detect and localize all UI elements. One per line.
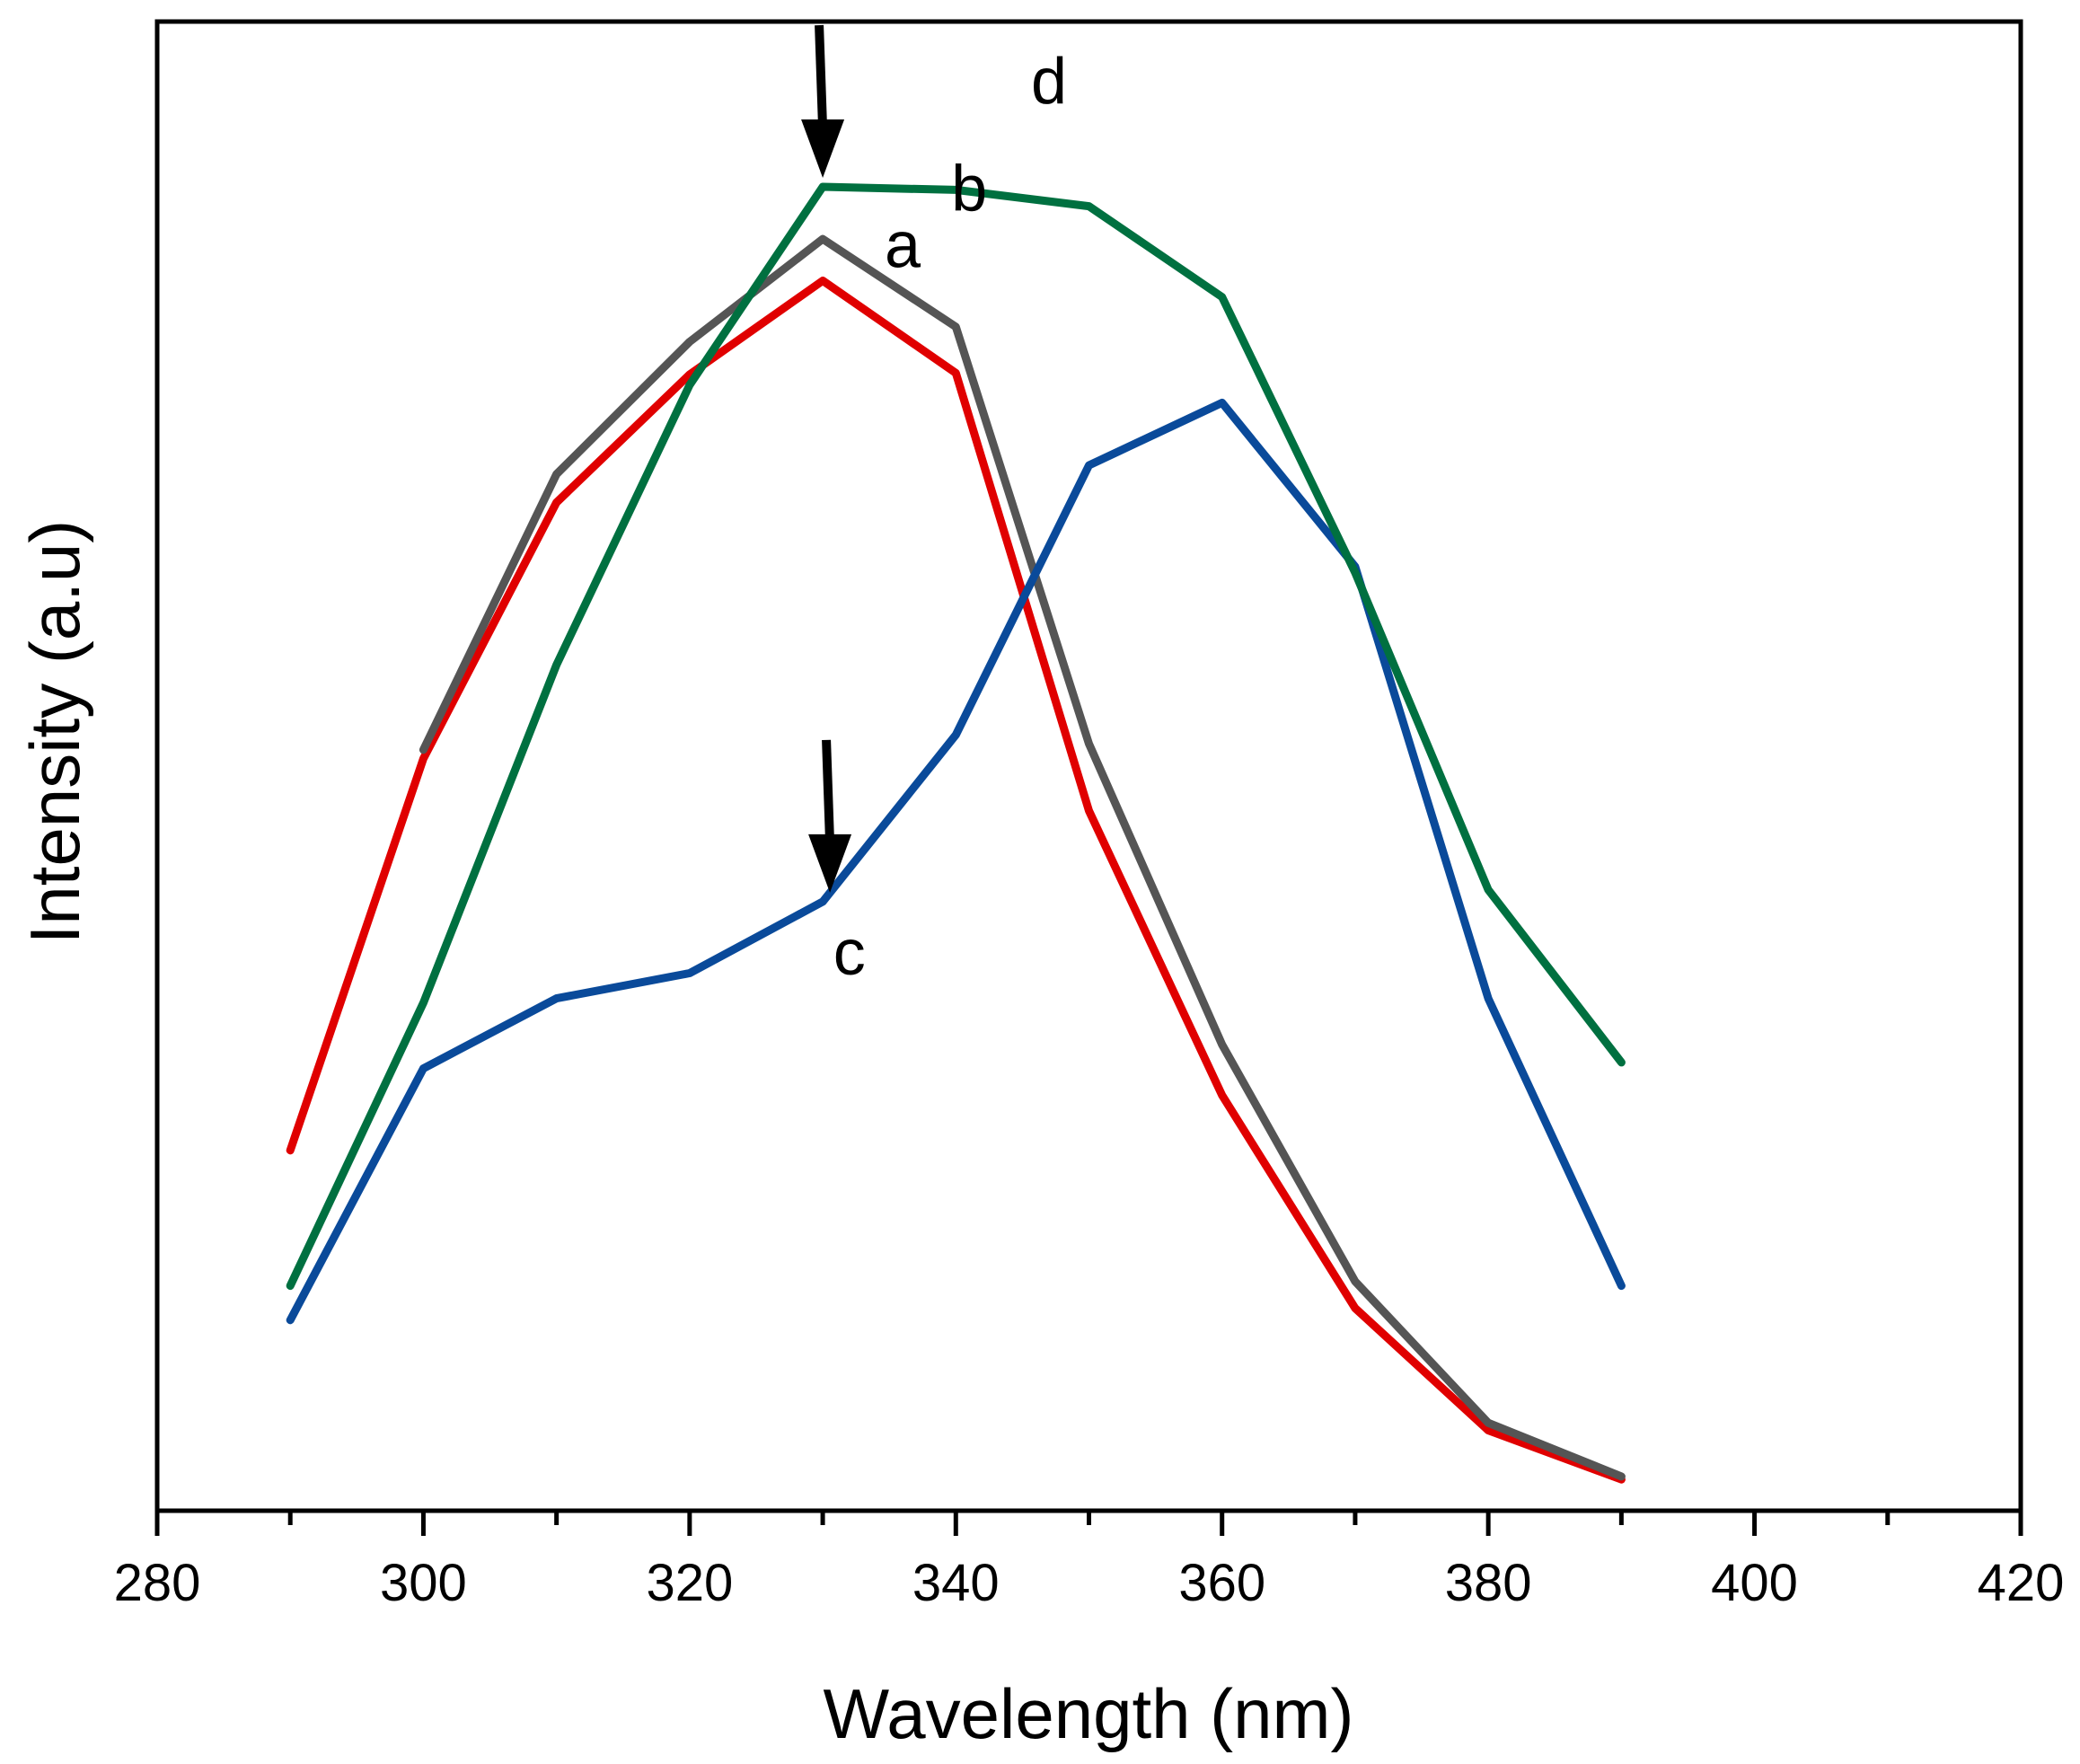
arrow-head-c (808, 833, 852, 893)
x-axis-title: Wavelength (nm) (824, 1674, 1354, 1753)
series-line-d (286, 182, 1626, 1291)
x-tick-label-320: 320 (646, 1554, 733, 1612)
series-label-c: c (833, 917, 866, 989)
arrow-shaft-c (822, 739, 835, 844)
annotations (801, 24, 852, 893)
x-tick-label-280: 280 (114, 1554, 201, 1612)
arrow-c (808, 739, 852, 893)
plot-frame (154, 19, 2023, 1513)
series-line-b (419, 234, 1626, 1481)
x-axis-ticks: 280 300 320 340 360 380 400 420 (114, 1511, 2065, 1612)
arrow-head-d (801, 119, 845, 179)
series-lines (286, 182, 1626, 1484)
y-axis-title: Intensity (a.u) (15, 520, 94, 945)
series-label-d: d (1031, 46, 1067, 118)
x-tick-label-420: 420 (1978, 1554, 2065, 1612)
series-line-c (286, 398, 1626, 1325)
arrow-d (801, 24, 845, 179)
series-label-a: a (885, 210, 921, 282)
x-tick-label-400: 400 (1711, 1554, 1798, 1612)
series-line-a (286, 277, 1626, 1484)
series-label-b: b (951, 154, 987, 225)
arrow-shaft-d (815, 24, 828, 129)
x-tick-label-340: 340 (912, 1554, 1000, 1612)
x-tick-label-360: 360 (1178, 1554, 1265, 1612)
series-labels: ab c d (833, 46, 1067, 989)
x-tick-label-300: 300 (380, 1554, 467, 1612)
x-tick-label-380: 380 (1445, 1554, 1532, 1612)
